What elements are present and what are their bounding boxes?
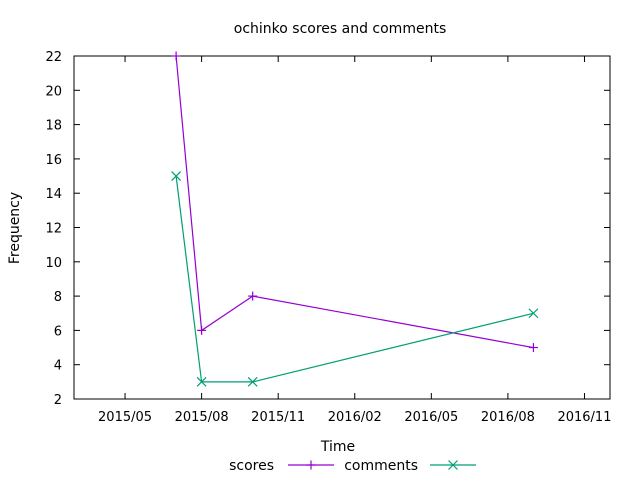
legend-marker-scores bbox=[306, 460, 316, 470]
series-layer bbox=[171, 51, 539, 387]
y-tick-label: 4 bbox=[54, 359, 62, 374]
x-tick-label: 2015/05 bbox=[98, 410, 152, 425]
y-tick-label: 12 bbox=[45, 222, 62, 237]
y-tick-label: 10 bbox=[45, 256, 62, 271]
series-line-comments bbox=[175, 175, 534, 383]
series-line-scores bbox=[175, 55, 534, 349]
legend-label-scores: scores bbox=[229, 458, 274, 474]
y-tick-label: 8 bbox=[54, 290, 62, 305]
x-tick-label: 2016/08 bbox=[481, 410, 535, 425]
legend-label-comments: comments bbox=[344, 458, 418, 474]
legend-marker-comments bbox=[448, 460, 458, 470]
x-axis-label: Time bbox=[320, 439, 355, 455]
x-tick-label: 2016/05 bbox=[404, 410, 458, 425]
x-tick-label: 2016/11 bbox=[557, 410, 611, 425]
data-point-scores bbox=[528, 343, 538, 353]
data-point-comments bbox=[528, 308, 539, 319]
x-tick-label: 2015/08 bbox=[175, 410, 229, 425]
y-tick-label: 18 bbox=[45, 119, 62, 134]
y-tick-label: 20 bbox=[45, 84, 62, 99]
y-tick-label: 6 bbox=[54, 324, 62, 339]
y-axis-label: Frequency bbox=[7, 192, 23, 264]
y-tick-label: 14 bbox=[45, 187, 62, 202]
data-point-comments bbox=[196, 376, 207, 387]
data-point-comments bbox=[247, 376, 258, 387]
x-tick-label: 2015/11 bbox=[251, 410, 305, 425]
chart-title: ochinko scores and comments bbox=[234, 21, 446, 37]
data-point-comments bbox=[171, 171, 182, 181]
x-axis: 2015/05 2015/08 2015/11 2016/02 2016/05 2016/… bbox=[98, 56, 611, 425]
data-point-scores bbox=[197, 325, 207, 335]
y-axis: 2 4 6 8 10 12 14 16 18 20 22 bbox=[45, 50, 610, 408]
y-tick-label: 22 bbox=[45, 50, 62, 65]
data-point-scores bbox=[248, 291, 258, 301]
legend: scores comments bbox=[229, 458, 476, 474]
data-point-scores bbox=[171, 51, 181, 61]
x-tick-label: 2016/02 bbox=[328, 410, 382, 425]
y-tick-label: 2 bbox=[54, 393, 62, 408]
y-tick-label: 16 bbox=[45, 153, 62, 168]
